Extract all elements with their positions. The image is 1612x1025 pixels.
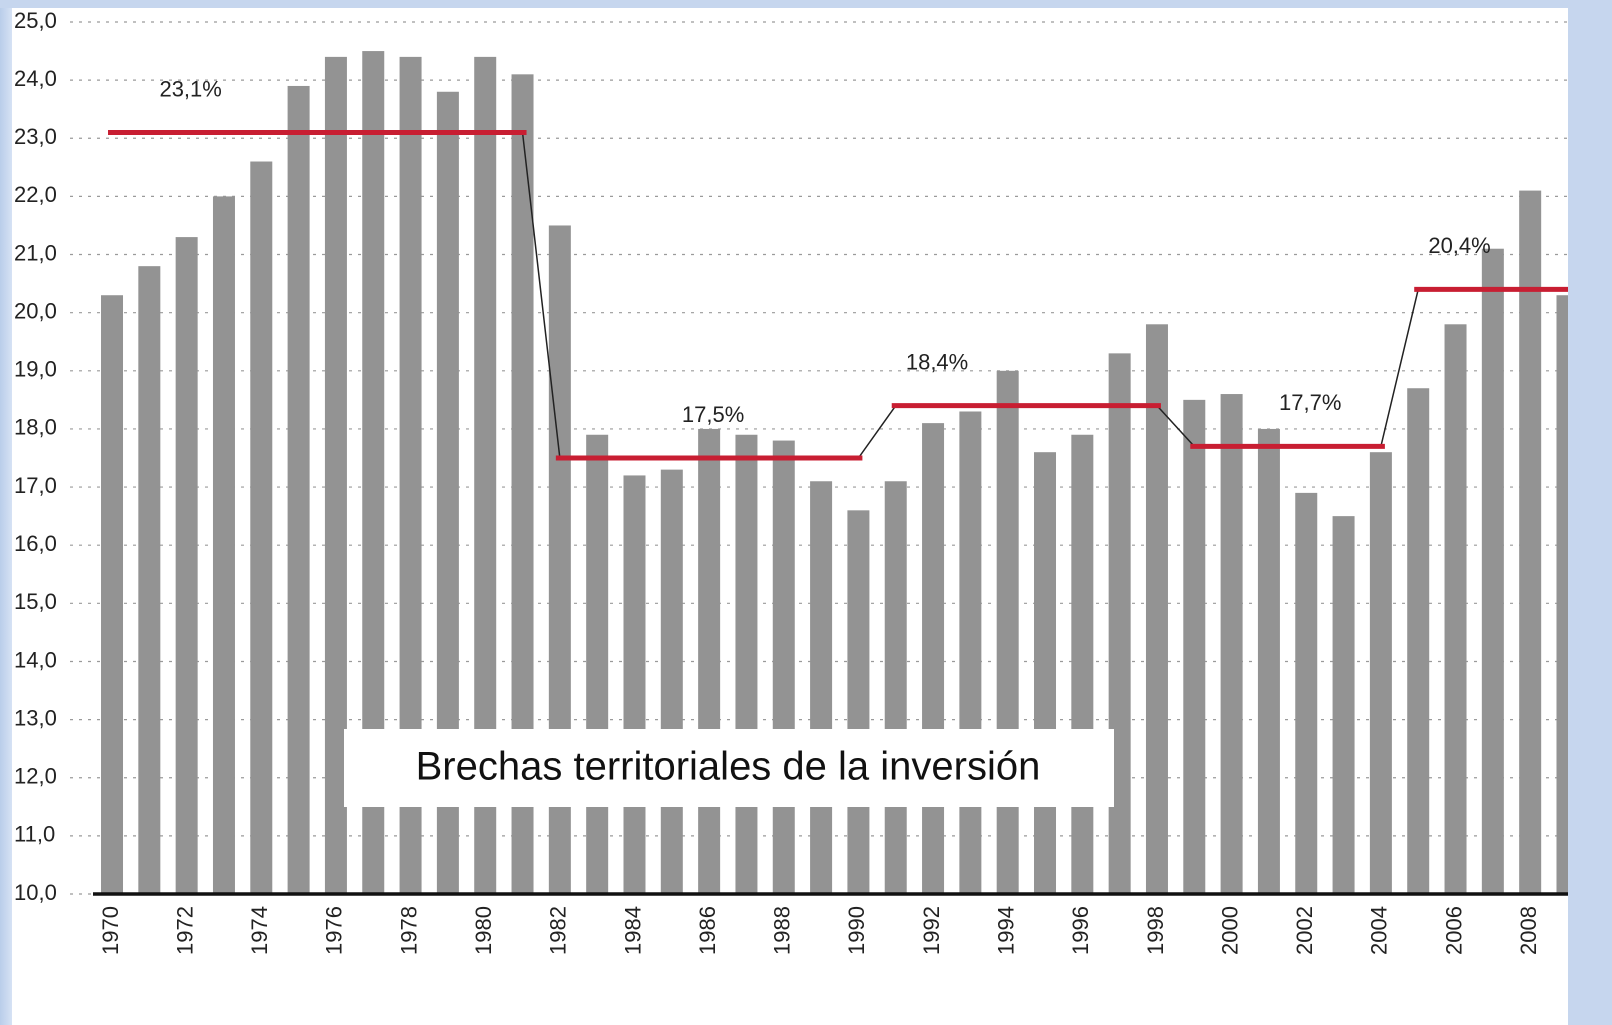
- bar: [362, 51, 385, 895]
- y-tick-label: 25,0: [14, 8, 57, 33]
- y-tick-label: 22,0: [14, 182, 57, 207]
- bar: [1519, 190, 1542, 894]
- bar: [138, 266, 161, 894]
- x-tick-label: 1988: [770, 906, 795, 955]
- bar: [1145, 324, 1168, 894]
- y-tick-label: 24,0: [14, 66, 57, 91]
- x-tick-label: 1976: [322, 906, 347, 955]
- bar: [1257, 428, 1280, 894]
- bar: [436, 91, 459, 894]
- bar: [287, 85, 310, 895]
- bar: [847, 510, 870, 894]
- bar: [101, 295, 124, 894]
- x-tick-label: 2008: [1516, 906, 1541, 955]
- bar: [212, 196, 235, 894]
- top-strip: [0, 0, 1612, 8]
- bar: [1407, 388, 1430, 894]
- bar: [660, 469, 683, 894]
- right-strip: [1568, 8, 1612, 1025]
- bar: [586, 434, 609, 894]
- x-tick-label: 1994: [994, 906, 1019, 955]
- bar: [996, 370, 1019, 894]
- bar: [474, 56, 497, 894]
- x-tick-label: 1984: [620, 906, 645, 955]
- y-tick-label: 19,0: [14, 357, 57, 382]
- y-tick-label: 11,0: [14, 822, 55, 847]
- bar: [399, 56, 422, 894]
- bar: [1332, 516, 1355, 894]
- annotation-box: [344, 729, 1114, 807]
- bar: [810, 481, 833, 894]
- y-tick-label: 20,0: [14, 298, 57, 323]
- bar: [959, 411, 982, 894]
- x-tick-label: 1982: [546, 906, 571, 955]
- bar: [511, 74, 534, 894]
- bar: [1220, 394, 1243, 894]
- x-tick-label: 1974: [247, 906, 272, 955]
- y-tick-label: 23,0: [14, 124, 57, 149]
- x-tick-label: 2004: [1367, 906, 1392, 955]
- x-tick-label: 1972: [172, 906, 197, 955]
- bar: [1481, 248, 1504, 895]
- bar: [1369, 452, 1392, 894]
- y-tick-label: 14,0: [14, 647, 57, 672]
- y-tick-label: 15,0: [14, 589, 57, 614]
- bar: [623, 475, 646, 894]
- x-tick-label: 1998: [1143, 906, 1168, 955]
- value-label: 17,7%: [1279, 390, 1341, 415]
- bar: [1034, 452, 1057, 894]
- value-label: 23,1%: [159, 76, 221, 101]
- bar: [1108, 353, 1131, 894]
- bar: [324, 56, 347, 894]
- y-tick-label: 17,0: [14, 473, 57, 498]
- y-tick-label: 10,0: [14, 880, 57, 905]
- x-tick-label: 2006: [1441, 906, 1466, 955]
- x-tick-label: 1986: [695, 906, 720, 955]
- value-label: 18,4%: [906, 349, 968, 374]
- x-tick-label: 1970: [98, 906, 123, 955]
- bar: [884, 481, 907, 894]
- y-tick-label: 12,0: [14, 764, 57, 789]
- y-tick-label: 13,0: [14, 705, 57, 730]
- y-tick-label: 16,0: [14, 531, 57, 556]
- x-tick-label: 2002: [1292, 906, 1317, 955]
- bar: [772, 440, 795, 894]
- value-label: 20,4%: [1428, 233, 1490, 258]
- bar: [698, 428, 721, 894]
- bar: [1183, 399, 1206, 894]
- bar: [548, 225, 571, 894]
- annotation: Brechas territoriales de la inversión: [416, 745, 1041, 789]
- y-tick-label: 21,0: [14, 240, 57, 265]
- y-tick-label: 18,0: [14, 415, 57, 440]
- plot: 10,0 11,0 12,0 13,0 14,0 15,0 16,0 17,0 18,0 19,0…: [14, 8, 1568, 905]
- bar: [1295, 492, 1318, 894]
- bar: [1071, 434, 1094, 894]
- x-tick-label: 1996: [1068, 906, 1093, 955]
- x-tick-label: 2000: [1217, 906, 1242, 955]
- value-label: 17,5%: [682, 402, 744, 427]
- x-tick-label: 1980: [471, 906, 496, 955]
- x-tick-label: 1990: [844, 906, 869, 955]
- bar: [1444, 324, 1467, 894]
- bar: [922, 423, 945, 894]
- bar: [1556, 295, 1568, 894]
- bar: [735, 434, 758, 894]
- bar: [250, 161, 273, 894]
- x-tick-label: 1978: [396, 906, 421, 955]
- bar: [175, 237, 198, 895]
- x-tick-label: 1992: [919, 906, 944, 955]
